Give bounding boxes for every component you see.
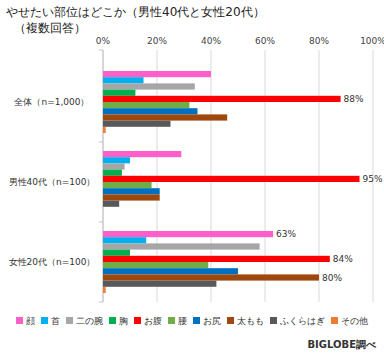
bar [103,96,341,102]
bar [103,237,146,243]
category-label: 女性20代（n=100） [9,257,96,267]
bar [103,83,195,89]
bar [103,207,104,213]
bar [103,176,360,182]
bar [103,281,216,287]
bar [103,121,171,127]
legend-swatch [134,317,141,324]
data-label: 80% [322,273,342,283]
data-label: 95% [363,174,383,184]
legend-label: ふくらはぎ [279,316,325,326]
legend-item: 胸 [109,316,128,326]
legend-swatch [41,317,48,324]
legend-item: お腹 [134,316,162,326]
bar [103,188,160,194]
legend-label: 首 [51,316,60,326]
data-label: 88% [344,94,364,104]
bar [103,256,330,262]
legend-swatch [109,317,116,324]
tick-label: 60% [255,36,275,46]
data-label: 63% [276,229,296,239]
bar [103,90,135,96]
bar [103,287,106,293]
tick-label: 20% [147,36,167,46]
bar [103,182,152,188]
chart: やせたい部位はどこか（男性40代と女性20代） （複数回答） 0% 20% 40% 60%… [0,0,384,357]
bar [103,194,160,200]
legend-item: 顔 [16,316,35,326]
bar [103,127,106,133]
bars [103,71,360,293]
category-tick [99,142,103,143]
bar [103,170,122,176]
legend-item: 太もも [227,316,264,326]
data-label: 84% [333,254,353,264]
grid [103,50,373,302]
legend-swatch [193,317,200,324]
legend-item: その他 [331,316,368,326]
source: BIGLOBE調べ [307,339,377,350]
bar [103,243,260,249]
category-tick [99,222,103,223]
legend-swatch [227,317,234,324]
legend-label: お腹 [144,316,162,326]
category-tick [99,50,103,51]
tick-label: 40% [201,36,221,46]
legend-swatch [16,317,23,324]
bar [103,268,238,274]
bar [103,102,189,108]
tick-label: 80% [309,36,329,46]
legend: 顔 首 二の腕 胸 お腹 腰 お尻 太もも ふくらはぎ その他 [16,316,368,326]
legend-label: 顔 [26,316,35,326]
bar [103,71,211,77]
bar [103,114,227,120]
bar [103,274,319,280]
legend-swatch [168,317,175,324]
tick-label: 100% [360,36,384,46]
bar [103,163,125,169]
bar [103,231,273,237]
legend-label: その他 [341,316,368,326]
category-label: 全体（n=1,000） [14,97,89,107]
legend-label: 胸 [119,316,128,326]
title: やせたい部位はどこか（男性40代と女性20代） [6,5,265,19]
category-label: 男性40代（n=100） [9,177,96,187]
bar [103,250,130,256]
bar [103,201,119,207]
legend-item: 二の腕 [66,316,103,326]
legend-swatch [331,317,338,324]
legend-label: 二の腕 [76,316,103,326]
bar [103,157,130,163]
legend-item: お尻 [193,316,221,326]
bar [103,77,144,83]
legend-label: 腰 [178,316,187,326]
legend-swatch [66,317,73,324]
legend-item: 首 [41,316,60,326]
category-tick [99,302,103,303]
legend-swatch [270,317,277,324]
legend-label: お尻 [203,316,221,326]
bar [103,108,198,114]
bar [103,262,208,268]
legend-label: 太もも [237,316,264,326]
bar [103,151,181,157]
subtitle: （複数回答） [14,21,86,35]
data-labels: 63% 88% 95% 84% 80% [276,94,383,283]
legend-item: ふくらはぎ [270,316,325,326]
legend-item: 腰 [168,316,187,326]
tick-label: 0% [96,36,111,46]
